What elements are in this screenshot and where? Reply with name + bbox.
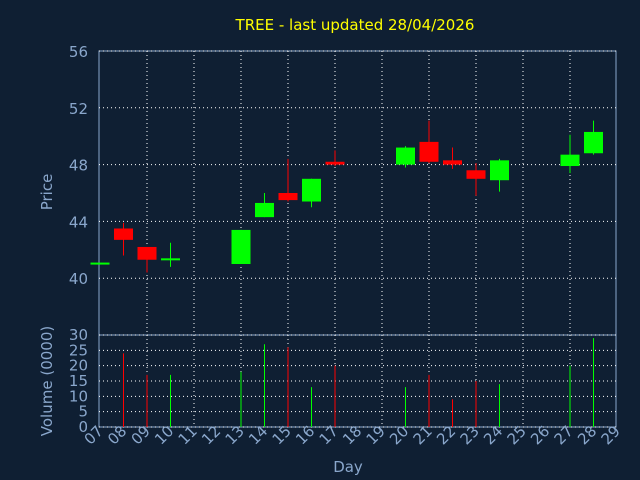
candle-body	[325, 161, 345, 165]
x-tick-label: 16	[292, 422, 318, 448]
x-tick-label: 18	[339, 422, 365, 448]
price-tick-label: 48	[69, 157, 88, 175]
x-tick-label: 11	[175, 422, 201, 448]
x-tick-label: 15	[269, 422, 295, 448]
volume-axis-label: Volume (0000)	[38, 326, 56, 436]
x-tick-label: 17	[316, 422, 342, 448]
candle-body	[419, 141, 439, 162]
volume-grid	[98, 334, 617, 428]
volume-tick-label: 20	[69, 357, 88, 375]
x-tick-label: 26	[527, 422, 553, 448]
volume-tick-label: 15	[69, 372, 88, 390]
x-tick-label: 23	[457, 422, 483, 448]
x-axis-label: Day	[333, 458, 363, 476]
candle-body	[396, 147, 415, 165]
chart-title: TREE - last updated 28/04/2026	[235, 16, 475, 34]
volume-tick-label: 5	[78, 403, 88, 421]
x-tick-label: 27	[551, 422, 577, 448]
volume-tick-label: 25	[69, 341, 88, 359]
candle-body	[302, 178, 321, 202]
price-tick-label: 44	[69, 213, 88, 231]
price-axis: 40 44 48 52 56	[69, 43, 88, 288]
x-tick-label: 22	[433, 422, 459, 448]
x-tick-label: 08	[104, 422, 130, 448]
x-tick-label: 14	[245, 422, 271, 448]
volume-tick-label: 0	[78, 418, 88, 436]
candles	[90, 120, 603, 273]
candle-body	[466, 170, 486, 179]
candle-body	[90, 262, 110, 265]
price-axis-label: Price	[38, 174, 56, 211]
x-tick-label: 12	[198, 422, 224, 448]
x-tick-label: 20	[386, 422, 412, 448]
candle-body	[490, 160, 509, 181]
candle-body	[231, 229, 251, 264]
x-tick-label: 19	[363, 422, 389, 448]
price-tick-label: 40	[69, 270, 88, 288]
candle-body	[278, 193, 298, 201]
candle-body	[161, 258, 180, 261]
volume-panel-frame	[98, 334, 617, 428]
x-tick-label: 24	[480, 422, 506, 448]
price-panel-frame	[98, 50, 617, 336]
x-tick-label: 25	[504, 422, 530, 448]
price-grid	[98, 50, 617, 336]
candle-body	[255, 202, 274, 218]
candle-body	[137, 246, 157, 260]
price-tick-label: 56	[69, 43, 88, 61]
x-tick-label: 28	[574, 422, 600, 448]
candle-body	[584, 131, 603, 154]
volume-tick-label: 10	[69, 387, 88, 405]
candle-body	[560, 154, 580, 167]
x-axis: 0708091011121314151617181920212223242526…	[81, 422, 624, 448]
volume-bars	[123, 338, 594, 427]
x-tick-label: 09	[128, 422, 154, 448]
candle-body	[114, 228, 133, 240]
candle-body	[443, 160, 462, 165]
volume-tick-label: 30	[69, 326, 88, 344]
x-tick-label: 21	[410, 422, 436, 448]
x-tick-label: 13	[222, 422, 248, 448]
x-tick-label: 10	[151, 422, 177, 448]
price-tick-label: 52	[69, 100, 88, 118]
x-tick-label: 29	[598, 422, 624, 448]
